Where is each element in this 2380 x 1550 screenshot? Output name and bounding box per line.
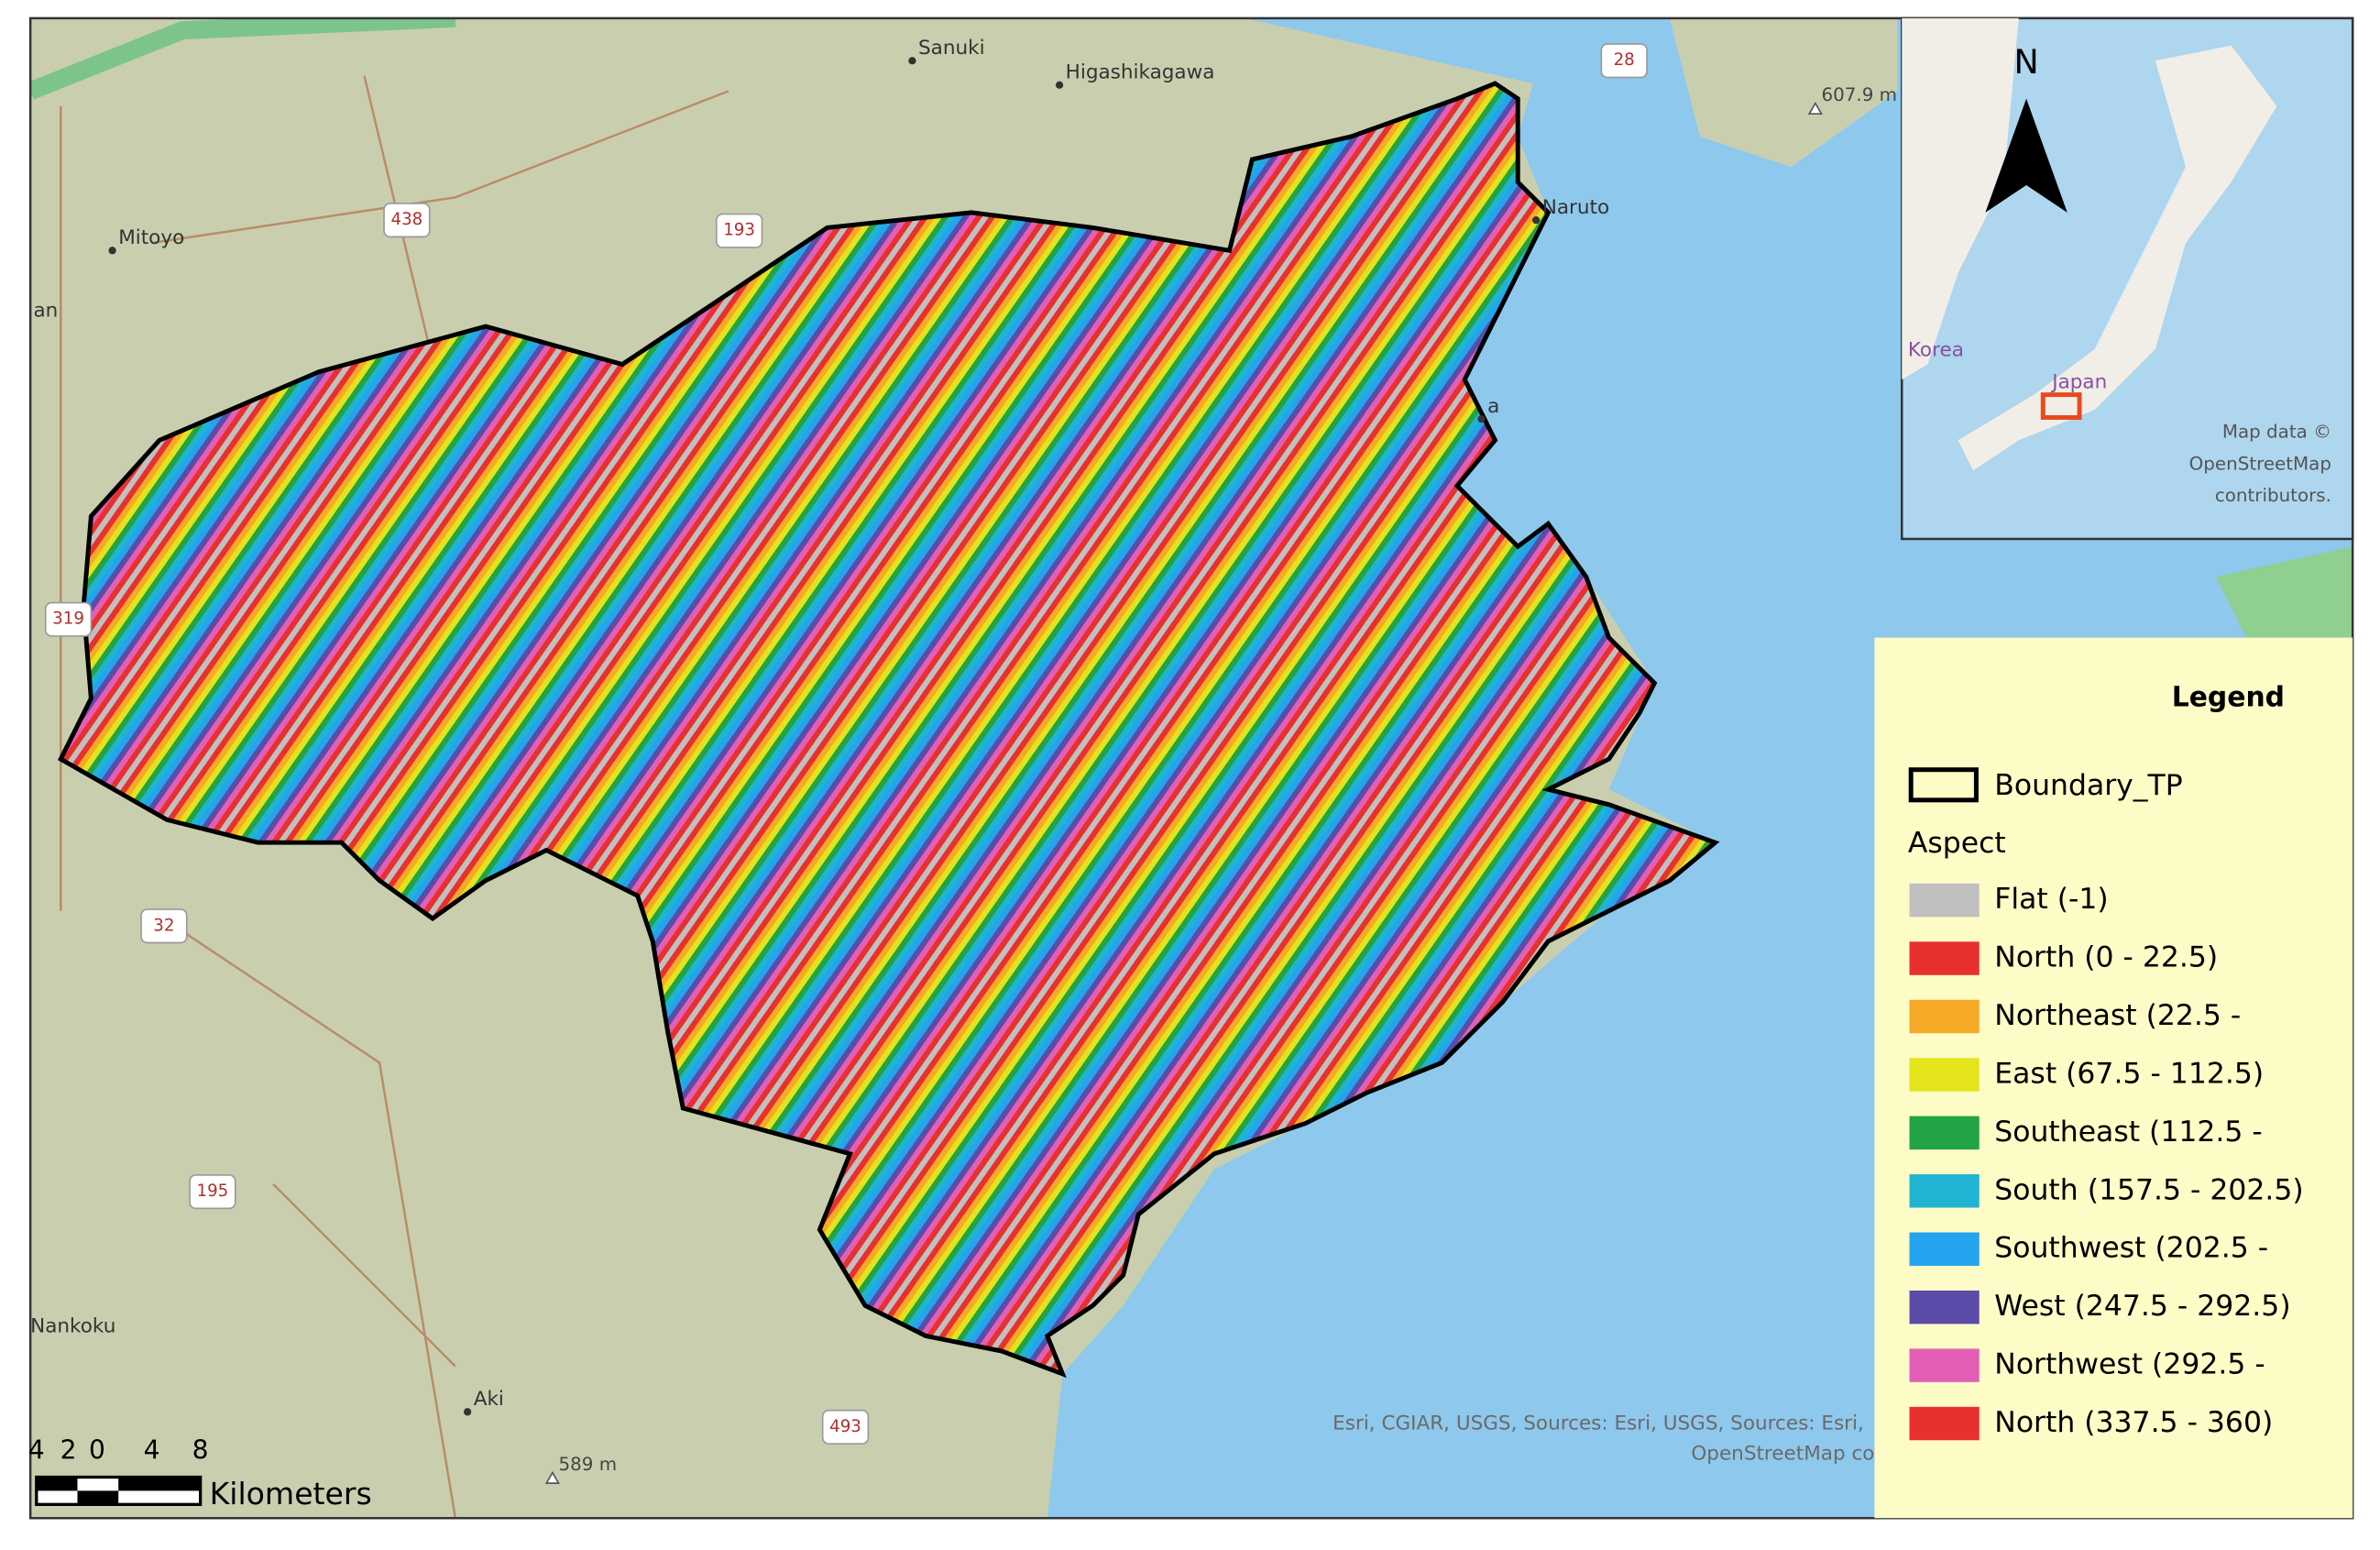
place-dot (1477, 414, 1486, 423)
legend-items: Flat (-1) North (0 - 22.5) Northeast (22.5… (1909, 883, 2304, 1441)
legend: Legend Boundary_TP Aspect Flat (-1) North… (1874, 637, 2353, 1519)
study-area (57, 81, 1720, 1379)
legend-swatch (1909, 1232, 1980, 1266)
legend-swatch (1909, 1058, 1980, 1092)
legend-label: Flat (-1) (1994, 883, 2108, 916)
legend-swatch (1909, 999, 1980, 1034)
legend-swatch (1909, 1174, 1980, 1208)
place-label: Naruto (1542, 196, 1609, 219)
legend-swatch (1909, 883, 1980, 918)
legend-swatch (1909, 1290, 1980, 1325)
legend-label: North (337.5 - 360) (1994, 1406, 2273, 1439)
place-label: Nankoku (30, 1315, 115, 1338)
inset-map: N Korea Japan Map data © OpenStreetMap c… (1901, 16, 2354, 541)
place-label: Higashikagawa (1066, 60, 1215, 83)
legend-label: North (0 - 22.5) (1994, 941, 2218, 974)
place-dot (1531, 216, 1541, 225)
place-dot (108, 247, 116, 255)
legend-swatch (1909, 1406, 1980, 1441)
road-shield (1600, 43, 1648, 79)
road-shield-label: 195 (197, 1182, 229, 1201)
scale-tick-label: 4 (28, 1435, 45, 1465)
place-dot (20, 1336, 27, 1343)
place-dot (1055, 81, 1064, 89)
road-shield (383, 203, 431, 238)
legend-label: Southwest (202.5 - (1994, 1232, 2268, 1265)
legend-title: Legend (2172, 681, 2285, 713)
north-arrow (1985, 98, 2067, 213)
scale-unit: Kilometers (210, 1476, 372, 1512)
inset-attribution: Map data © (2222, 422, 2331, 443)
scale-tick-label: 0 (89, 1435, 105, 1465)
road-shield (821, 1409, 870, 1445)
road-shield-label: 493 (829, 1417, 861, 1436)
legend-label: South (157.5 - 202.5) (1994, 1173, 2303, 1206)
legend-label: Boundary_TP (1994, 769, 2182, 802)
inset-label: Korea (1908, 339, 1964, 362)
legend-label: East (67.5 - 112.5) (1994, 1057, 2264, 1090)
peak (1807, 101, 1823, 115)
scale-seg (77, 1490, 119, 1505)
road-shield-label: 319 (52, 610, 84, 629)
inset-label: Japan (2050, 370, 2107, 393)
legend-label: Southeast (112.5 - (1994, 1116, 2262, 1149)
inset-land (1902, 17, 2019, 380)
coast-park (30, 17, 456, 100)
legend-label: Northwest (292.5 - (1994, 1348, 2265, 1381)
road-shield (44, 601, 93, 637)
place-label: a (1487, 395, 1499, 418)
scale-seg (36, 1477, 78, 1491)
scale-tick-label: 2 (60, 1435, 77, 1465)
scale-tick-label: 8 (192, 1435, 209, 1465)
road-shield-label: 193 (723, 221, 755, 240)
place-label: Mitoyo (118, 226, 184, 249)
road-shield-label: 438 (391, 210, 423, 229)
legend-label: West (247.5 - 292.5) (1994, 1290, 2290, 1323)
legend-label: Northeast (22.5 - (1994, 999, 2241, 1032)
place-dot (908, 57, 916, 65)
road-shield (140, 908, 188, 944)
elevation-label: 607.9 m (1821, 84, 1897, 105)
road-shield (189, 1174, 236, 1210)
scale-seg (118, 1477, 201, 1491)
inset-japan (1958, 45, 2277, 471)
inset-locator (2040, 392, 2082, 420)
attribution: Esri, CGIAR, USGS, Sources: Esri, USGS, … (1333, 1413, 1864, 1435)
legend-swatch (1909, 941, 1980, 975)
attribution: OpenStreetMap co (1691, 1443, 1874, 1466)
legend-swatch (1909, 1116, 1980, 1150)
legend-group: Aspect (1908, 827, 2006, 860)
place-labels: Sanuki Higashikagawa Mitoyo an Naruto a Nankok… (20, 37, 1897, 1484)
legend-swatch (1909, 1348, 1980, 1382)
road-shield-label: 32 (153, 916, 174, 935)
roads (60, 75, 729, 1519)
road-shield (715, 213, 763, 248)
scale-tick-label: 4 (144, 1435, 160, 1465)
inset-attribution: contributors. (2215, 485, 2331, 506)
peak (544, 1470, 560, 1484)
place-label: an (33, 300, 58, 323)
land (1669, 17, 1898, 168)
inset-attribution: OpenStreetMap (2189, 453, 2331, 474)
elevation-label: 589 m (559, 1454, 618, 1475)
place-dot (463, 1408, 472, 1416)
north-label: N (2013, 42, 2038, 82)
road-shield-label: 28 (1614, 50, 1635, 70)
legend-swatch (1908, 767, 1979, 803)
place-label: Sanuki (918, 37, 985, 60)
place-label: Aki (474, 1388, 504, 1411)
